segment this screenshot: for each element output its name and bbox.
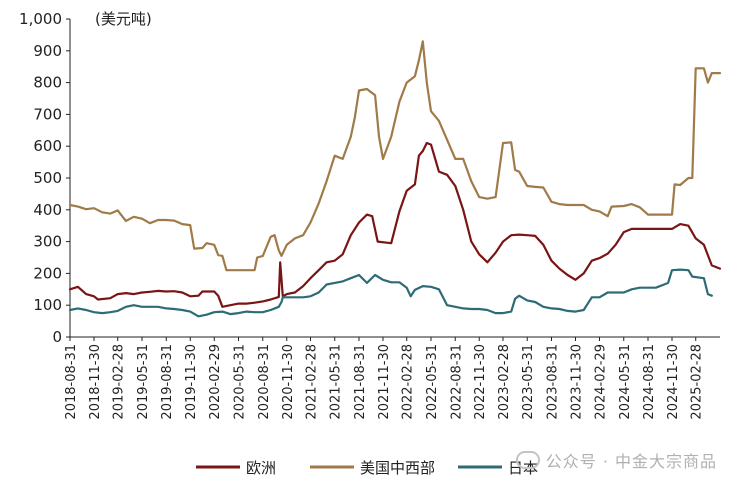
x-tick-label: 2021-11-30 [377, 344, 392, 420]
x-tick-label: 2021-05-31 [329, 344, 344, 420]
y-tick-label: 700 [33, 105, 62, 123]
y-tick-label: 400 [33, 201, 62, 219]
x-tick-label: 2023-05-31 [521, 344, 536, 420]
y-axis: 0 100 200 300 400 500 600 700 800 900 1,000 [19, 10, 71, 346]
x-tick-label: 2025-02-28 [690, 344, 705, 420]
watermark: 公众号 · 中金大宗商品 [515, 448, 717, 472]
y-tick-label: 600 [33, 137, 62, 155]
x-tick-label: 2021-02-28 [305, 344, 320, 420]
plot-area [68, 40, 722, 318]
x-tick-label: 2020-05-31 [233, 344, 248, 420]
y-tick-label: 500 [33, 169, 62, 187]
x-tick-label: 2019-08-31 [160, 344, 175, 420]
legend: 欧洲 美国中西部 日本 [196, 459, 538, 477]
x-tick-label: 2023-11-30 [570, 344, 585, 420]
x-tick-label: 2022-02-28 [401, 344, 416, 420]
x-tick-label: 2018-08-31 [64, 344, 79, 420]
unit-label: (美元吨) [95, 10, 152, 28]
y-tick-label: 900 [33, 42, 62, 60]
series-line [68, 141, 722, 308]
series-line [68, 40, 722, 272]
x-axis: 2018-08-31 2018-11-30 2019-02-28 2019-05-31… [64, 336, 720, 420]
y-tick-label: 0 [52, 328, 62, 346]
x-tick-label: 2023-02-28 [497, 344, 512, 420]
x-tick-label: 2020-02-29 [208, 344, 223, 420]
legend-label: 美国中西部 [360, 459, 435, 477]
x-tick-label: 2019-02-28 [112, 344, 127, 420]
x-tick-label: 2019-11-30 [184, 344, 199, 420]
x-tick-label: 2023-08-31 [546, 344, 561, 420]
x-tick-label: 2024-05-31 [618, 344, 633, 420]
y-tick-label: 300 [33, 233, 62, 251]
y-tick-label: 1,000 [19, 10, 62, 28]
series-line [68, 268, 713, 318]
wechat-icon [515, 451, 540, 469]
x-tick-label: 2024-02-29 [594, 344, 609, 420]
x-tick-label: 2024-11-30 [666, 344, 681, 420]
x-tick-label: 2019-05-31 [136, 344, 151, 420]
x-tick-label: 2018-11-30 [88, 344, 103, 420]
y-tick-label: 200 [33, 264, 62, 282]
x-tick-label: 2020-11-30 [281, 344, 296, 420]
x-tick-label: 2024-08-31 [642, 344, 657, 420]
x-tick-label: 2020-08-31 [257, 344, 272, 420]
watermark-text: 公众号 · 中金大宗商品 [545, 452, 717, 471]
x-tick-label: 2022-05-31 [425, 344, 440, 420]
x-tick-label: 2022-11-30 [473, 344, 488, 420]
y-tick-label: 100 [33, 296, 62, 314]
x-tick-label: 2021-08-31 [353, 344, 368, 420]
y-tick-label: 800 [33, 74, 62, 92]
x-tick-label: 2022-08-31 [449, 344, 464, 420]
legend-label: 欧洲 [246, 459, 276, 477]
